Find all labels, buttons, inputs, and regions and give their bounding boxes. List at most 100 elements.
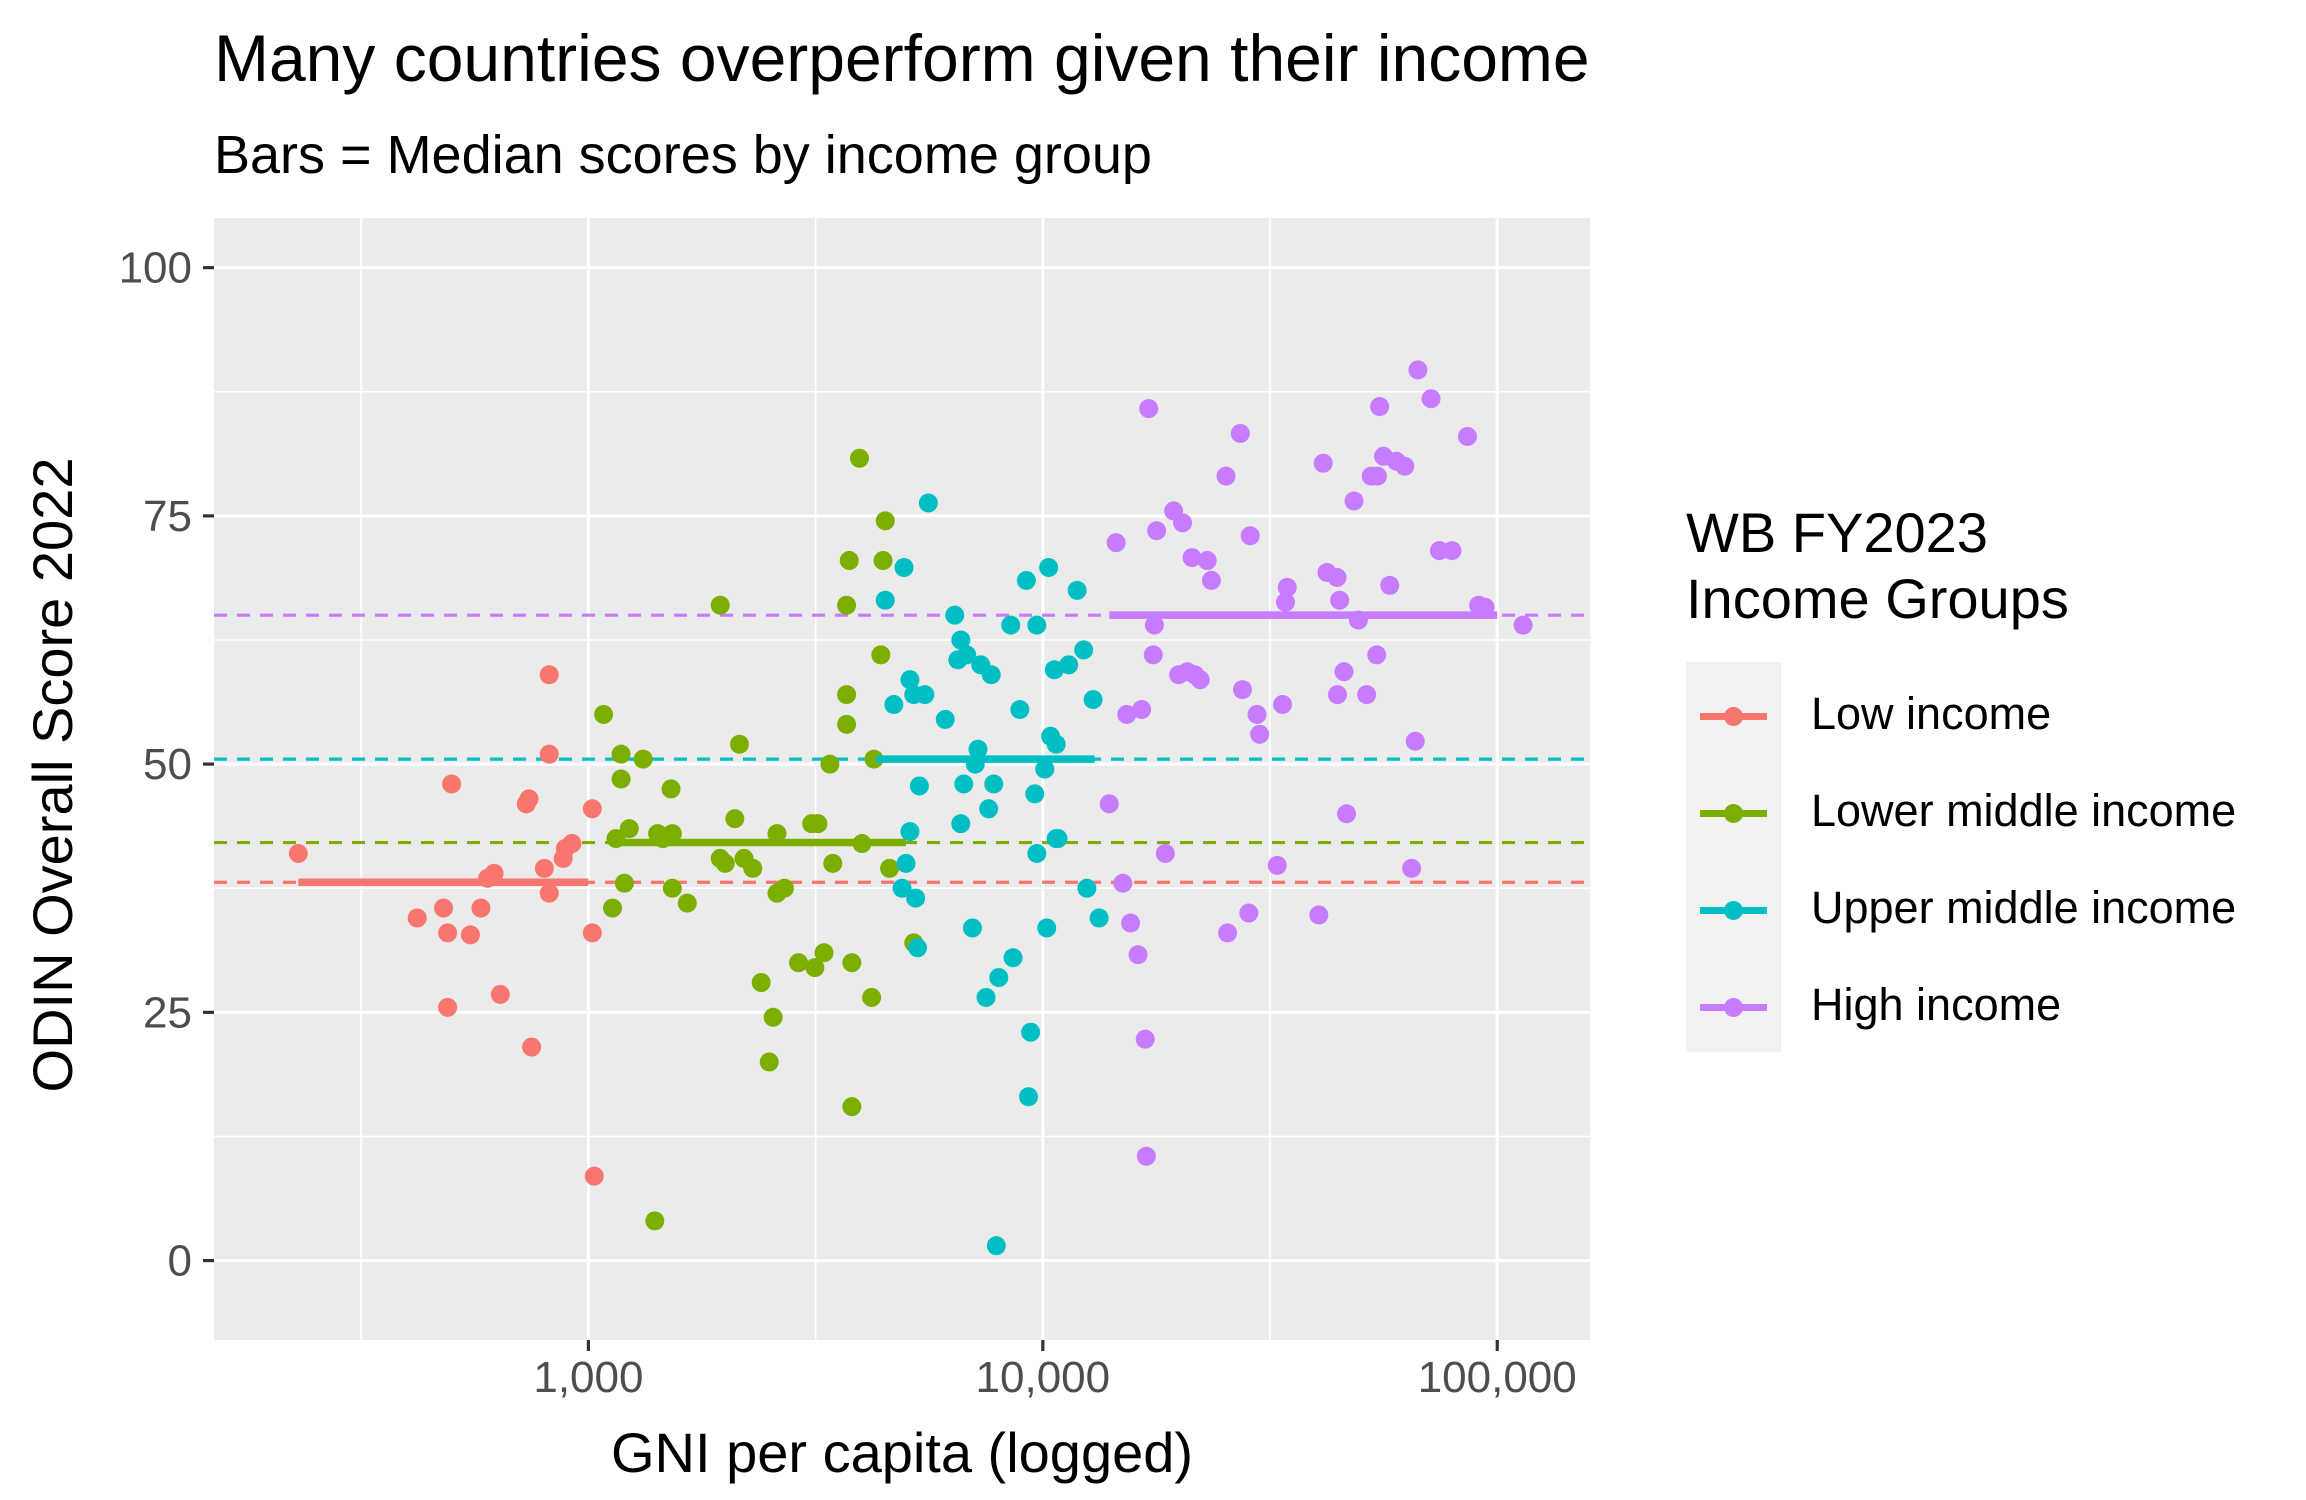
x-tick-label: 100,000 (1418, 1353, 1577, 1402)
legend-key-background (1686, 662, 1781, 1052)
data-point (1143, 645, 1163, 665)
legend-label: Upper middle income (1811, 882, 2237, 933)
data-point (1313, 453, 1333, 473)
data-point (864, 749, 884, 769)
data-point (789, 953, 809, 973)
data-point (1048, 829, 1068, 849)
data-point (808, 814, 828, 834)
data-point (968, 739, 988, 759)
legend-key (1686, 959, 1781, 1056)
data-point (1106, 533, 1126, 553)
data-point (884, 695, 904, 715)
data-point (1025, 784, 1045, 804)
data-point (1083, 690, 1103, 710)
data-point (288, 843, 308, 863)
data-point (900, 670, 920, 690)
data-point (1405, 731, 1425, 751)
data-point (842, 953, 862, 973)
data-point (1128, 945, 1148, 965)
data-point (1457, 426, 1477, 446)
data-point (1077, 878, 1097, 898)
data-point (539, 744, 559, 764)
data-point (981, 665, 1001, 685)
data-point (619, 819, 639, 839)
data-point (611, 744, 631, 764)
data-point (1239, 903, 1259, 923)
data-point (1121, 913, 1141, 933)
data-point (1027, 615, 1047, 635)
data-point (1016, 570, 1036, 590)
data-point (662, 878, 682, 898)
data-point (1357, 685, 1377, 705)
data-point (484, 863, 504, 883)
data-point (1367, 645, 1387, 665)
data-point (820, 754, 840, 774)
data-point (805, 958, 825, 978)
data-point (1408, 360, 1428, 380)
data-point (935, 709, 955, 729)
data-point (908, 938, 928, 958)
data-point (633, 749, 653, 769)
legend-key (1686, 862, 1781, 959)
data-point (1027, 843, 1047, 863)
data-point (677, 893, 697, 913)
data-point (1275, 592, 1295, 612)
y-tick-label: 50 (143, 740, 192, 789)
data-point (1230, 423, 1250, 443)
data-point (1099, 794, 1119, 814)
data-point (1216, 466, 1236, 486)
data-point (962, 918, 982, 938)
legend-item: Lower middle income (1686, 765, 2246, 862)
y-axis-label: ODIN Overall Score 2022 (21, 458, 84, 1093)
data-point (582, 799, 602, 819)
data-point (522, 1037, 542, 1057)
data-point (951, 630, 971, 650)
data-point (1067, 580, 1087, 600)
data-point (1136, 1146, 1156, 1166)
legend-label: Lower middle income (1811, 785, 2237, 836)
data-point (1155, 843, 1175, 863)
data-point (767, 824, 787, 844)
data-point (1019, 1087, 1039, 1107)
data-point (1135, 1029, 1155, 1049)
data-point (434, 898, 454, 918)
data-point (603, 898, 623, 918)
data-point (1309, 905, 1329, 925)
data-point (984, 774, 1004, 794)
data-point (438, 923, 458, 943)
data-point (645, 1211, 665, 1231)
data-point (1132, 699, 1152, 719)
data-point (539, 883, 559, 903)
data-point (1247, 704, 1267, 724)
data-point (957, 645, 977, 665)
legend-key-dot (1724, 901, 1743, 920)
data-point (1044, 660, 1064, 680)
data-point (989, 968, 1009, 988)
data-point (1059, 655, 1079, 675)
data-point (1273, 695, 1293, 715)
data-point (862, 987, 882, 1007)
data-point (842, 1097, 862, 1117)
data-point (1182, 548, 1202, 568)
data-point (774, 878, 794, 898)
data-point (1074, 640, 1094, 660)
data-point (1380, 575, 1400, 595)
median-bars (298, 611, 1498, 887)
x-axis-label: GNI per capita (logged) (611, 1421, 1193, 1484)
data-point (1334, 662, 1354, 682)
data-point (850, 448, 870, 468)
legend-key (1686, 668, 1781, 765)
data-point (894, 558, 914, 578)
data-point (892, 878, 912, 898)
data-point (710, 595, 730, 615)
data-point (1010, 699, 1030, 719)
data-point (909, 776, 929, 796)
data-point (1190, 670, 1210, 690)
data-point (1117, 704, 1137, 724)
data-point (1089, 908, 1109, 928)
data-point (1039, 558, 1059, 578)
data-point (594, 704, 614, 724)
y-tick-label: 100 (119, 244, 192, 293)
data-point (875, 590, 895, 610)
